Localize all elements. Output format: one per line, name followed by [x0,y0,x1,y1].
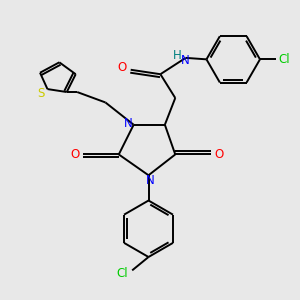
Text: S: S [37,87,45,100]
Text: H: H [173,49,182,62]
Text: N: N [146,174,154,187]
Text: O: O [118,61,127,74]
Text: O: O [214,148,224,161]
Text: N: N [181,54,190,67]
Text: Cl: Cl [279,53,290,66]
Text: N: N [124,117,133,130]
Text: Cl: Cl [117,267,128,280]
Text: O: O [70,148,80,161]
